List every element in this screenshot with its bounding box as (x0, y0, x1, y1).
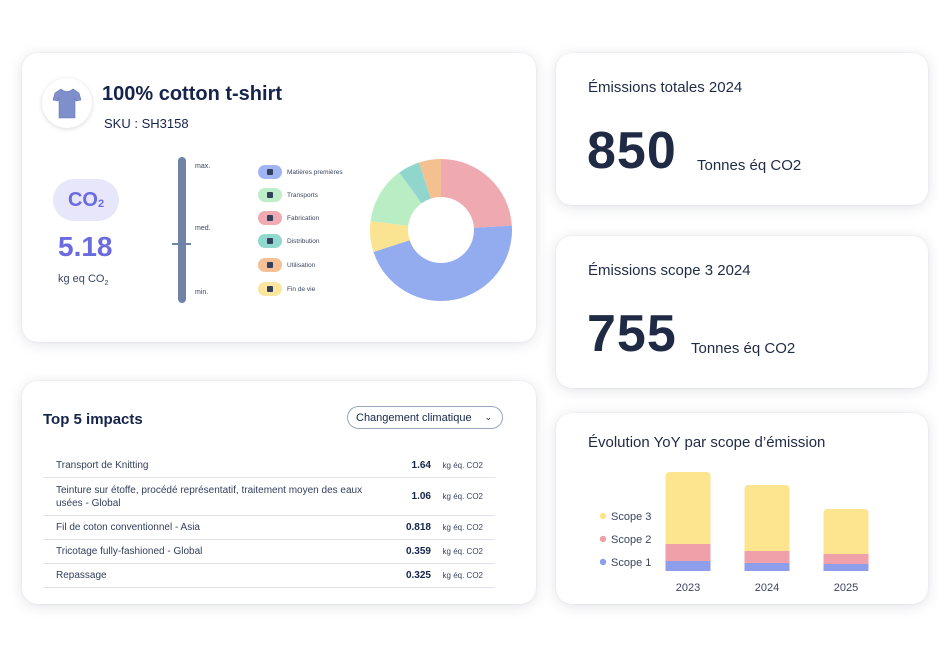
legend-label: Scope 1 (611, 557, 651, 569)
table-row: Teinture sur étoffe, procédé représentat… (43, 478, 495, 516)
bar-segment-fill (665, 544, 711, 561)
impact-scale-bar (178, 157, 186, 303)
co2-unit: kg eq CO2 (58, 273, 108, 287)
evolution-card: 2023 2024 2025 Scope 3 Scope 2 Scope 1 Évolut… (556, 413, 928, 604)
scale-med-label: med. (195, 225, 211, 232)
legend-label: Scope 2 (611, 534, 651, 546)
table-row: Fil de coton conventionnel - Asia 0.818 … (43, 516, 495, 540)
impact-scale-marker (172, 243, 191, 245)
scale-min-label: min. (195, 289, 209, 296)
product-sku: SKU : SH3158 (104, 116, 189, 131)
bar-segment-fill (744, 563, 790, 571)
product-title: 100% cotton t-shirt (102, 83, 283, 105)
legend-item: Fabrication (258, 211, 319, 225)
co2-badge: CO 2 (53, 179, 119, 221)
scope3-emissions-title: Émissions scope 3 2024 (588, 262, 751, 279)
impact-name: Teinture sur étoffe, procédé représentat… (56, 484, 363, 509)
scope3-emissions-unit: Tonnes éq CO2 (691, 340, 796, 357)
bar-segment-fill (744, 551, 790, 563)
legend-swatch-icon (258, 188, 282, 202)
chevron-down-icon: ⌄ (484, 412, 492, 422)
legend-swatch-icon (258, 211, 282, 225)
impacts-table: Transport de Knitting 1.64 kg éq. CO2 Te… (43, 454, 495, 588)
top-impacts-card: Top 5 impacts Changement climatique ⌄ Tr… (22, 381, 536, 604)
table-row: Transport de Knitting 1.64 kg éq. CO2 (43, 454, 495, 478)
legend-label: Transports (287, 191, 318, 199)
scale-max-label: max. (195, 163, 211, 170)
impact-category-select[interactable]: Changement climatique ⌄ (347, 406, 503, 429)
impact-value: 0.325 (405, 570, 431, 581)
bar-segment-fill (823, 554, 869, 564)
donut-slice-transports (370, 172, 422, 226)
co2-value: 5.18 (58, 231, 113, 262)
co2-unit-text: kg eq CO (58, 273, 105, 285)
emissions-donut-chart (370, 159, 512, 301)
impact-unit: kg éq. CO2 (442, 492, 483, 501)
table-row: Repassage 0.325 kg éq. CO2 (43, 564, 495, 588)
total-emissions-value: 850 (587, 122, 677, 180)
bar-segment-fill (665, 561, 711, 571)
impact-unit: kg éq. CO2 (442, 571, 483, 580)
donut-slice-mati-res-premi-res (373, 225, 512, 301)
total-emissions-unit: Tonnes éq CO2 (697, 157, 802, 174)
impact-name: Repassage (56, 570, 107, 581)
donut-slice-fabrication (441, 159, 512, 228)
evolution-title: Évolution YoY par scope d’émission (588, 434, 826, 451)
legend-label: Distribution (287, 237, 320, 245)
legend-label: Fin de vie (287, 285, 316, 293)
legend-item: Fin de vie (258, 282, 315, 296)
tshirt-icon (42, 78, 92, 128)
legend-swatch-icon (258, 258, 282, 272)
legend-item: Utilisation (258, 258, 315, 272)
legend-label: Scope 3 (611, 511, 651, 523)
co2-badge-sub: 2 (97, 198, 105, 210)
co2-unit-sub: 2 (104, 280, 109, 288)
impact-unit: kg éq. CO2 (442, 461, 483, 470)
legend-swatch-icon (258, 282, 282, 296)
legend-item: Transports (258, 188, 318, 202)
total-emissions-card: Émissions totales 2024 850 Tonnes éq CO2 (556, 53, 928, 205)
impact-name: Tricotage fully-fashioned - Global (56, 546, 203, 557)
impact-name: Transport de Knitting (56, 460, 149, 471)
legend-dot-icon (599, 535, 607, 543)
impacts-title: Top 5 impacts (43, 411, 143, 428)
legend-dot-icon (599, 512, 607, 520)
x-tick-label: 2024 (755, 582, 779, 594)
impact-unit: kg éq. CO2 (442, 523, 483, 532)
legend-label: Matières premières (287, 168, 343, 176)
product-card: 100% cotton t-shirt SKU : SH3158 CO 2 5.1… (22, 53, 536, 342)
total-emissions-title: Émissions totales 2024 (588, 79, 743, 96)
impact-value: 1.06 (411, 491, 431, 502)
x-tick-label: 2025 (834, 582, 858, 594)
bar-segment-fill (823, 564, 869, 571)
legend-dot-icon (599, 558, 607, 566)
scope3-emissions-card: Émissions scope 3 2024 755 Tonnes éq CO2 (556, 236, 928, 388)
impact-value: 1.64 (411, 460, 431, 471)
legend-swatch-icon (258, 165, 282, 179)
legend-item: Matières premières (258, 165, 343, 179)
bar-2024-scope-3 (744, 485, 790, 555)
evolution-bar-chart: 2023 2024 2025 Scope 3 Scope 2 Scope 1 (599, 472, 869, 594)
legend-item: Distribution (258, 234, 320, 248)
donut-slice-fin-de-vie (370, 221, 410, 252)
scope3-emissions-value: 755 (587, 305, 677, 363)
impact-name: Fil de coton conventionnel - Asia (56, 522, 200, 533)
impact-value: 0.818 (405, 522, 431, 533)
impact-value: 0.359 (405, 546, 431, 557)
legend-swatch-icon (258, 234, 282, 248)
donut-slice-distribution (399, 162, 431, 204)
impact-unit: kg éq. CO2 (442, 547, 483, 556)
table-row: Tricotage fully-fashioned - Global 0.359… (43, 540, 495, 564)
bar-2023-scope-3 (665, 472, 711, 548)
legend-label: Fabrication (287, 214, 320, 222)
bar-2025-scope-3 (823, 509, 869, 558)
impact-category-value: Changement climatique (356, 411, 472, 424)
x-tick-label: 2023 (676, 582, 700, 594)
legend-label: Utilisation (287, 261, 316, 269)
co2-badge-text: CO (67, 188, 98, 211)
donut-slice-utilisation (419, 159, 441, 199)
